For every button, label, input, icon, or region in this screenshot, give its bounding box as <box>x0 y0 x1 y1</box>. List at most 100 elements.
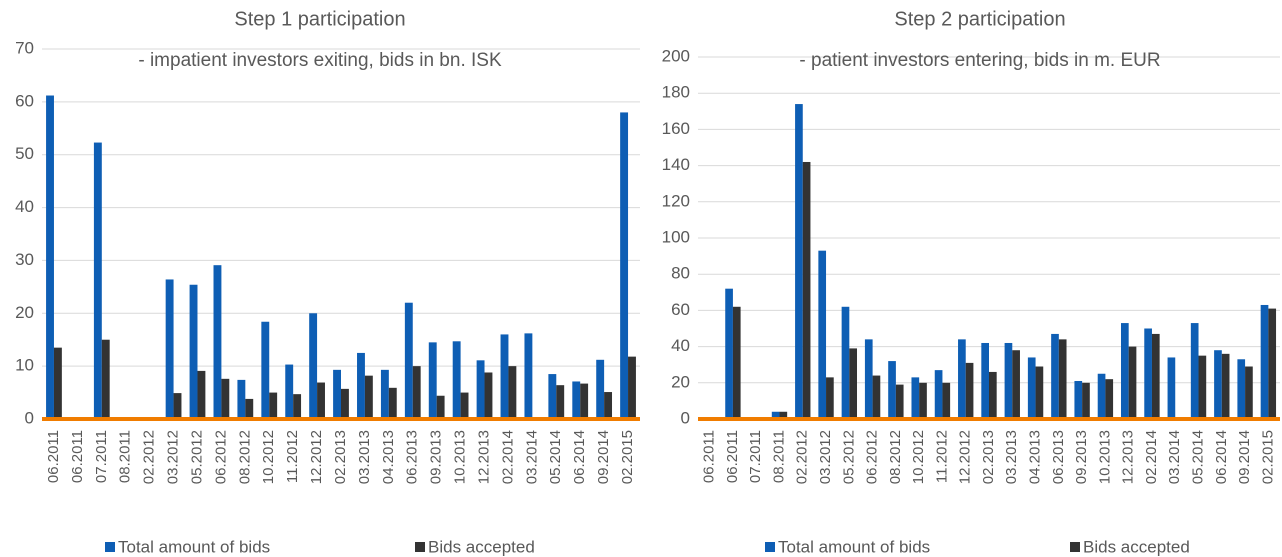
x-tick-label: 05.2014 <box>1189 430 1206 484</box>
bar <box>173 393 182 419</box>
bar <box>1035 366 1044 419</box>
bar <box>285 364 294 419</box>
bar <box>1151 333 1160 419</box>
bar <box>357 352 365 419</box>
bar <box>548 374 557 419</box>
bar <box>364 375 373 419</box>
bar <box>841 306 850 419</box>
bar <box>101 339 110 419</box>
bar <box>604 392 613 419</box>
bar <box>1058 339 1067 419</box>
chart-subtitle: - impatient investors exiting, bids in b… <box>138 50 502 71</box>
y-tick-label: 40 <box>671 336 690 355</box>
bar <box>388 387 397 419</box>
bar <box>165 279 174 419</box>
bar <box>261 321 270 419</box>
legend-swatch <box>105 542 115 552</box>
x-tick-label: 08.2012 <box>887 430 904 484</box>
bar <box>484 372 493 419</box>
y-tick-label: 20 <box>671 372 690 391</box>
x-tick-label: 08.2011 <box>770 430 787 483</box>
bar <box>1051 333 1059 419</box>
x-tick-label: 02.2012 <box>794 430 811 484</box>
bar <box>849 348 858 419</box>
x-tick-label: 04.2013 <box>380 430 397 484</box>
x-tick-label: 12.2013 <box>1120 430 1137 484</box>
bar <box>572 381 581 419</box>
bar <box>1144 328 1152 419</box>
bar <box>460 392 469 419</box>
chart-title: Step 1 participation <box>234 8 405 30</box>
x-tick-label: 06.2012 <box>864 430 881 484</box>
bar <box>500 334 509 419</box>
y-tick-label: 10 <box>15 356 34 375</box>
bar <box>1214 350 1222 419</box>
x-tick-label: 06.2012 <box>212 430 229 484</box>
y-tick-label: 120 <box>662 191 690 210</box>
bar <box>1082 382 1090 419</box>
bar <box>221 378 230 419</box>
y-tick-label: 60 <box>671 300 690 319</box>
x-tick-label: 12.2012 <box>957 430 974 484</box>
bar <box>46 95 54 419</box>
bar <box>269 392 278 419</box>
y-tick-label: 100 <box>662 227 690 246</box>
x-tick-label: 03.2014 <box>1166 430 1183 484</box>
bar <box>958 339 966 419</box>
y-tick-label: 200 <box>662 46 690 65</box>
bar <box>818 250 827 419</box>
bar <box>802 161 811 420</box>
x-tick-label: 09.2014 <box>595 430 612 484</box>
x-tick-label: 09.2014 <box>1236 430 1253 484</box>
x-tick-label: 05.2012 <box>840 430 857 484</box>
x-tick-label: 08.2011 <box>117 430 134 483</box>
y-tick-label: 80 <box>671 264 690 283</box>
x-tick-label: 02.2012 <box>141 430 158 484</box>
bar <box>404 302 413 419</box>
bar <box>779 411 788 419</box>
x-tick-label: 03.2012 <box>817 430 834 484</box>
bar <box>213 265 222 419</box>
legend-label: Bids accepted <box>1083 537 1190 556</box>
x-tick-label: 09.2013 <box>1073 430 1090 484</box>
x-tick-label: 05.2014 <box>547 430 564 484</box>
chart-subtitle: - patient investors entering, bids in m.… <box>799 50 1160 71</box>
x-tick-label: 09.2013 <box>428 430 445 484</box>
bar <box>428 342 437 419</box>
x-tick-label: 10.2013 <box>1096 430 1113 484</box>
bar <box>380 369 389 419</box>
bar <box>1128 346 1137 419</box>
bar <box>293 394 302 419</box>
bar <box>1221 353 1230 419</box>
bar <box>452 341 461 419</box>
y-tick-label: 0 <box>681 408 690 427</box>
x-tick-label: 06.2011 <box>69 430 86 483</box>
x-tick-label: 02.2013 <box>332 430 349 484</box>
bar <box>53 347 62 419</box>
bar <box>1237 359 1246 419</box>
x-tick-label: 10.2012 <box>910 430 927 484</box>
x-tick-label: 02.2015 <box>1259 430 1276 484</box>
x-tick-label: 02.2014 <box>499 430 516 484</box>
bar <box>189 284 198 419</box>
x-tick-label: 10.2012 <box>260 430 277 484</box>
bar <box>942 382 951 419</box>
bar <box>1198 355 1207 419</box>
bar <box>872 375 881 419</box>
bar <box>237 379 246 419</box>
legend-swatch <box>1070 542 1080 552</box>
bar <box>197 370 206 419</box>
x-tick-label: 06.2011 <box>45 430 62 483</box>
bar <box>795 104 803 419</box>
bar <box>826 377 834 419</box>
bar <box>476 360 485 419</box>
chart-title: Step 2 participation <box>894 8 1065 30</box>
bar <box>725 288 733 419</box>
bar <box>596 359 605 419</box>
bar <box>1120 323 1129 419</box>
bar <box>965 362 974 419</box>
x-tick-label: 06.2014 <box>571 430 588 484</box>
y-tick-label: 160 <box>662 119 690 138</box>
bar <box>895 384 904 419</box>
